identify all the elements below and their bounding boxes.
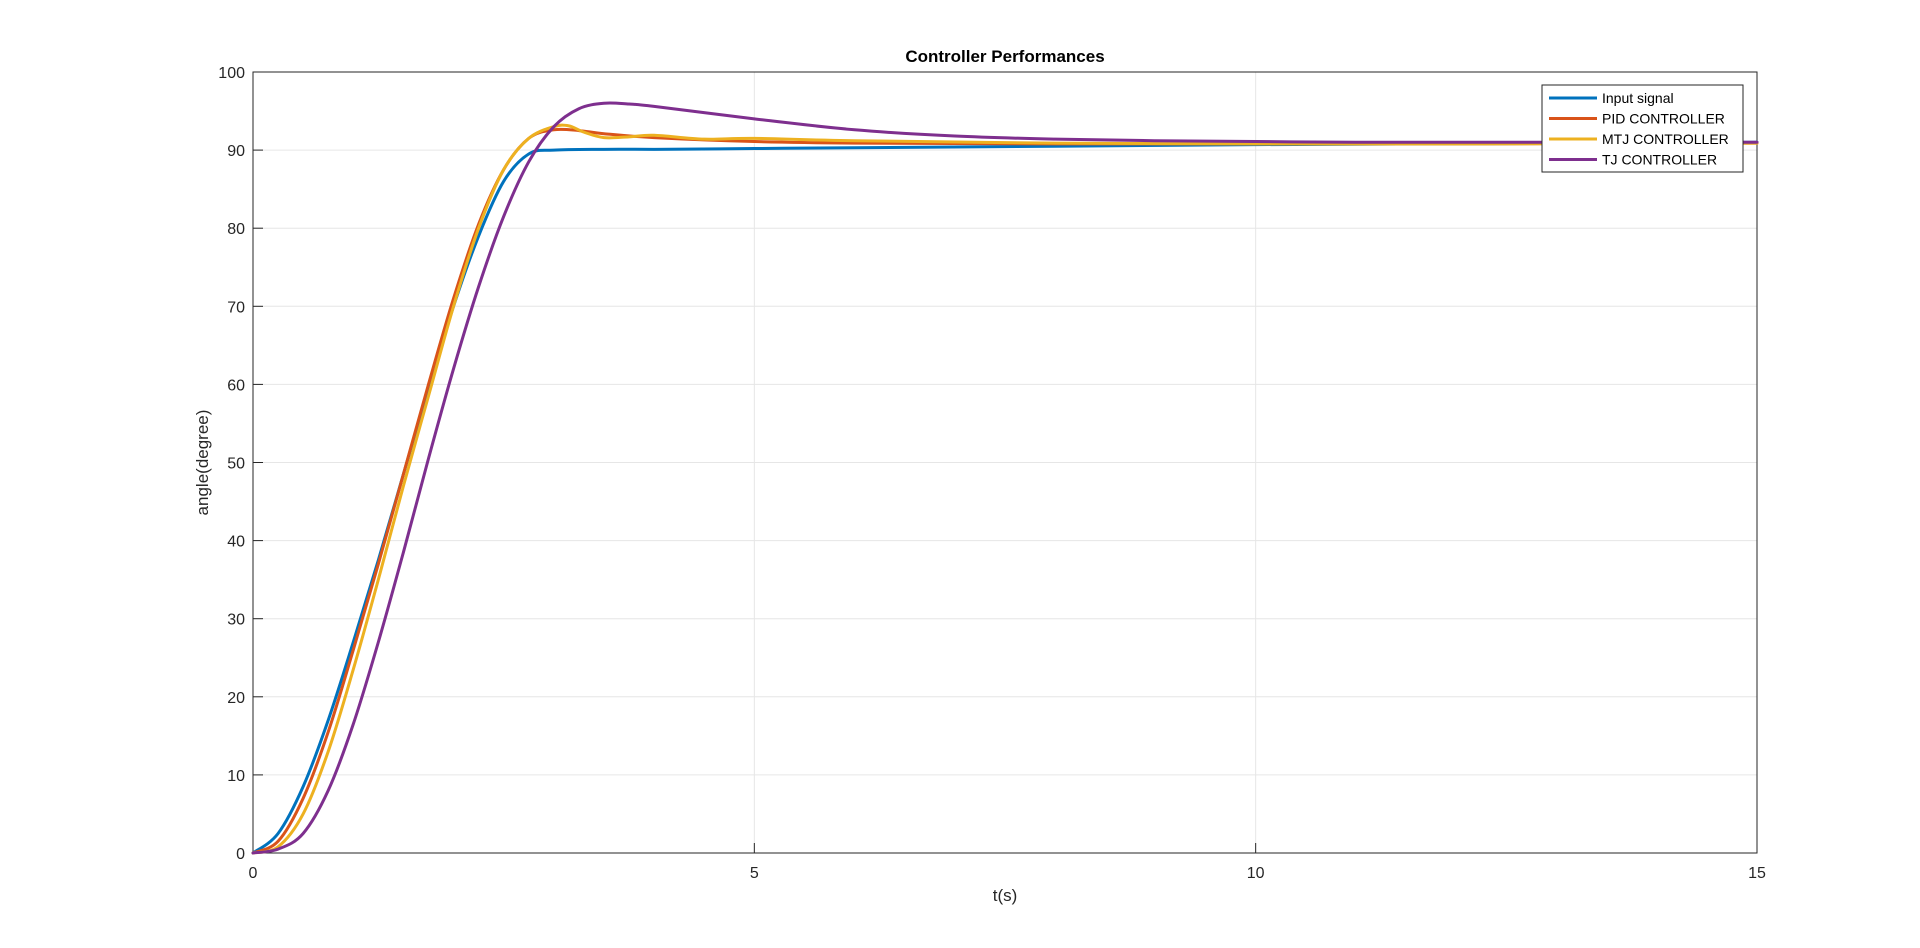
y-tick-label: 90 [227,143,245,160]
y-tick-label: 0 [236,846,245,863]
x-tick-label: 15 [1748,865,1766,882]
y-tick-label: 50 [227,456,245,473]
ticks-layer: 0 10 20 30 40 50 60 70 80 90 100 0 5 10 15 [218,65,1766,882]
legend-label-mtj-controller: MTJ CONTROLLER [1602,131,1729,147]
series-layer [251,101,1759,855]
y-tick-label: 40 [227,534,245,551]
legend-label-pid-controller: PID CONTROLLER [1602,111,1725,127]
legend-label-tj-controller: TJ CONTROLLER [1602,152,1717,168]
y-tick-label: 60 [227,377,245,394]
chart-title: Controller Performances [905,47,1104,66]
series-line-mtj-controller [251,123,1759,855]
x-tick-label: 0 [249,865,258,882]
grid-layer [252,71,1758,854]
series-line-input-signal [251,140,1759,855]
y-tick-label: 10 [227,768,245,785]
y-tick-label: 80 [227,221,245,238]
y-tick-label: 100 [218,65,245,82]
y-tick-label: 30 [227,612,245,629]
legend-label-input-signal: Input signal [1602,90,1674,106]
x-tick-label: 10 [1247,865,1265,882]
series-line-tj-controller [251,101,1759,855]
legend: Input signal PID CONTROLLER MTJ CONTROLLER… [1541,84,1744,173]
x-axis-title: t(s) [993,886,1018,905]
y-axis-title: angle(degree) [193,410,212,516]
y-tick-label: 70 [227,299,245,316]
x-tick-label: 5 [750,865,759,882]
y-tick-label: 20 [227,690,245,707]
